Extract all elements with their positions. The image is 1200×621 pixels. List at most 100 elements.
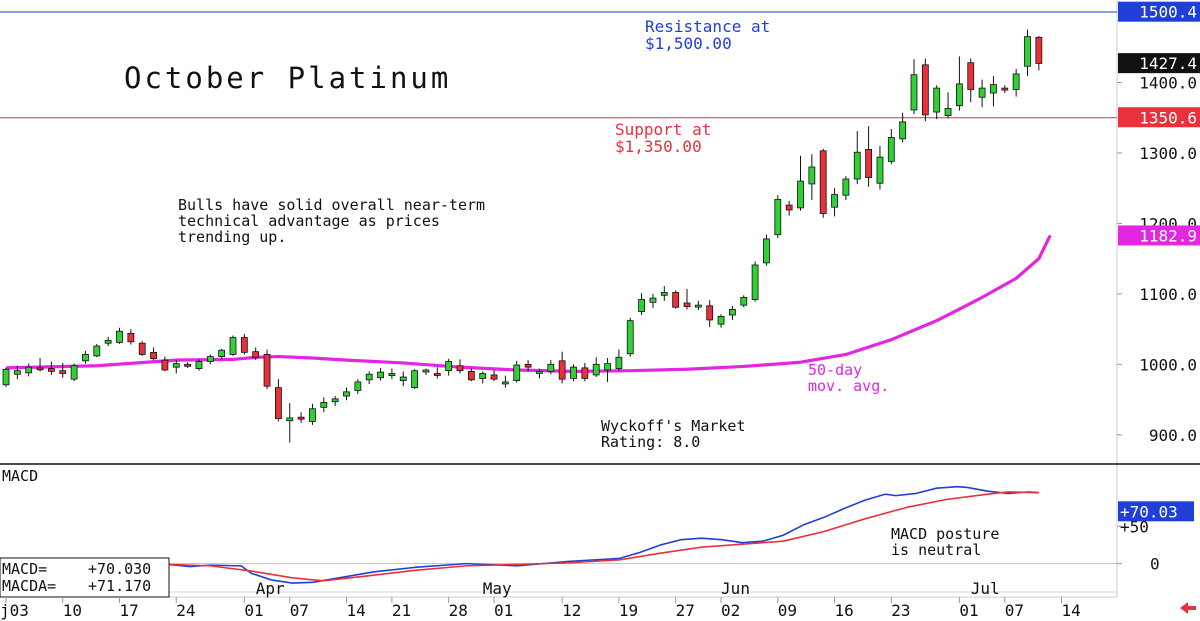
date-tick-label: 23 xyxy=(891,601,910,620)
candle xyxy=(1024,29,1031,77)
candle xyxy=(116,327,123,344)
date-tick-label: 07 xyxy=(1005,601,1024,620)
price-tag-bg xyxy=(1118,53,1200,74)
candle xyxy=(25,363,33,377)
candle xyxy=(172,360,180,374)
candle-body xyxy=(706,305,714,321)
candle-body xyxy=(978,87,986,98)
candle-body xyxy=(694,304,702,308)
candle xyxy=(899,112,907,143)
candle xyxy=(842,176,850,201)
price-tick-label: 1100.0 xyxy=(1139,285,1197,304)
candle-body xyxy=(82,354,89,362)
candle xyxy=(967,58,975,103)
candle xyxy=(604,357,611,382)
candle xyxy=(797,155,804,211)
macd-panel-title: MACD xyxy=(2,467,38,485)
macd-tick-label: +50 xyxy=(1120,517,1149,536)
date-tick-label: 01 xyxy=(959,601,978,620)
candle xyxy=(456,359,464,374)
candle-body xyxy=(1001,87,1009,91)
candle-body xyxy=(547,363,555,372)
candle xyxy=(808,154,816,201)
ma-label-line-2: mov. avg. xyxy=(808,377,889,395)
price-tag-bg xyxy=(1118,1,1200,22)
candle-body xyxy=(604,363,611,371)
moving-average-line xyxy=(5,234,1052,373)
candle xyxy=(853,131,861,184)
candle-body xyxy=(558,360,566,380)
candle-body xyxy=(672,292,680,308)
rating-line-2: Rating: 8.0 xyxy=(601,433,700,451)
candle-body xyxy=(320,401,328,408)
resistance-label-line-1: Resistance at xyxy=(645,17,770,36)
candle xyxy=(1035,35,1043,71)
month-label: Jul xyxy=(971,579,1000,598)
macd-tick-label: 0 xyxy=(1150,555,1160,574)
candle xyxy=(274,379,282,422)
candle-body xyxy=(150,351,157,360)
candle-body xyxy=(48,368,55,372)
date-tick-label: 28 xyxy=(449,601,468,620)
candle xyxy=(865,126,872,187)
candle-body xyxy=(842,178,850,196)
macd-series-1 xyxy=(5,491,1039,582)
candle xyxy=(93,343,101,358)
candle-body xyxy=(808,166,816,185)
candle-body xyxy=(853,151,861,180)
candle xyxy=(445,358,453,376)
candle-body xyxy=(797,180,804,209)
candle-body xyxy=(297,416,305,420)
candle xyxy=(819,148,827,218)
price-tag-bg xyxy=(1118,107,1200,128)
candle-body xyxy=(388,373,396,377)
date-tick-label: 10 xyxy=(63,601,82,620)
candle xyxy=(592,357,600,378)
candle xyxy=(513,360,521,383)
candle xyxy=(910,59,918,115)
candle xyxy=(240,334,248,355)
moving-average-layer xyxy=(5,234,1052,373)
date-tick-label: 14 xyxy=(1062,601,1081,620)
candle xyxy=(626,317,634,357)
candle xyxy=(638,293,645,316)
chart-title: October Platinum xyxy=(124,61,451,95)
candle-body xyxy=(581,367,589,379)
candle xyxy=(229,335,237,356)
candle-body xyxy=(717,316,725,325)
macd-readout-box xyxy=(0,557,170,598)
candle xyxy=(717,314,725,328)
date-tick-label: 07 xyxy=(290,601,309,620)
candle-body xyxy=(649,297,657,303)
candle-body xyxy=(910,74,918,111)
candle xyxy=(683,288,691,310)
candle xyxy=(59,362,67,378)
candle xyxy=(184,362,192,368)
price-tags: 1500.4 1427.4 1350.6 1182.9 xyxy=(1118,1,1200,246)
candle xyxy=(921,58,929,122)
candle-body xyxy=(331,398,339,403)
candle-body xyxy=(467,370,475,381)
candle-body xyxy=(967,62,975,90)
price-tag-label: 1500.4 xyxy=(1139,3,1197,22)
left-arrow-icon[interactable] xyxy=(1180,602,1196,614)
candle-body xyxy=(899,121,907,140)
candle-body xyxy=(774,199,782,236)
candle-body xyxy=(286,417,294,422)
candle-body xyxy=(411,370,419,388)
candle xyxy=(831,188,838,217)
candle-body xyxy=(13,370,21,375)
candle-body xyxy=(785,204,793,211)
candle xyxy=(388,368,396,380)
candle-body xyxy=(116,330,123,343)
macd-tag-label: +70.03 xyxy=(1120,502,1178,521)
macd-readout-value: +70.030 xyxy=(88,560,151,578)
support-label-line-1: Support at xyxy=(615,120,711,139)
candle xyxy=(297,412,305,423)
candle-body xyxy=(831,194,838,208)
candle xyxy=(150,347,157,361)
candle-body xyxy=(865,149,872,178)
macd-tag-bg xyxy=(1118,501,1194,522)
